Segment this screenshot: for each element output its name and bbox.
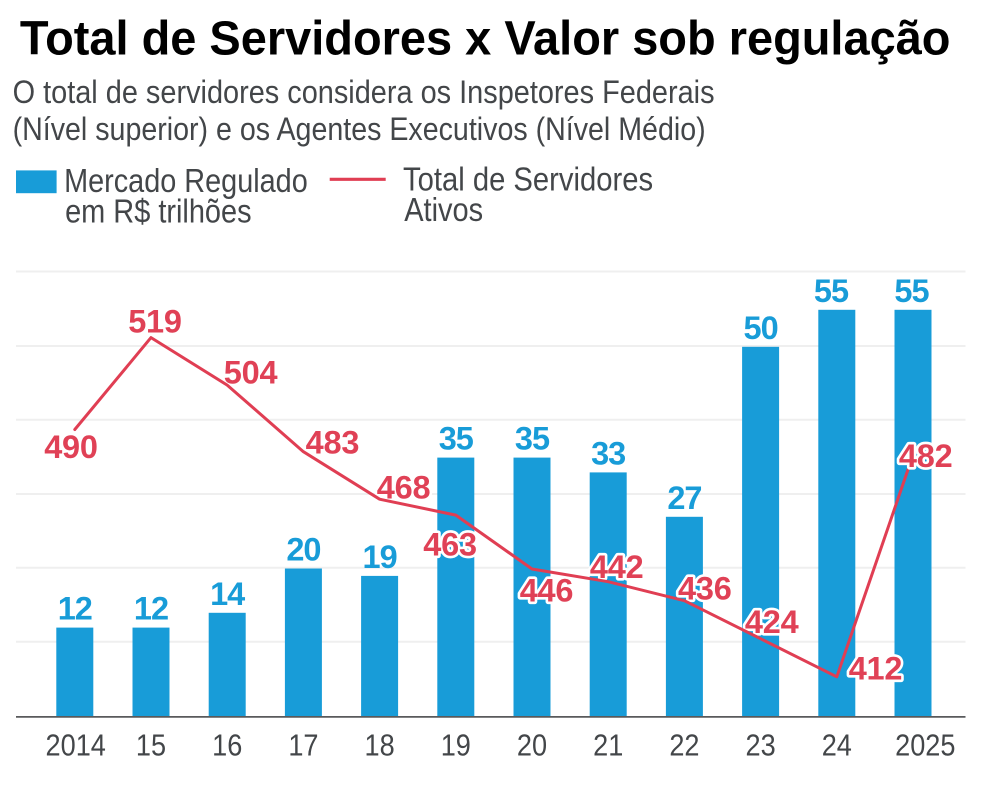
svg-text:em R$ trilhões: em R$ trilhões bbox=[65, 193, 251, 230]
svg-text:2014: 2014 bbox=[46, 729, 106, 763]
svg-text:442: 442 bbox=[590, 549, 644, 585]
svg-text:14: 14 bbox=[210, 576, 245, 612]
svg-text:19: 19 bbox=[363, 539, 397, 575]
svg-text:18: 18 bbox=[365, 729, 395, 763]
svg-text:20: 20 bbox=[286, 532, 320, 568]
svg-text:22: 22 bbox=[669, 729, 699, 763]
svg-text:482: 482 bbox=[899, 438, 953, 474]
svg-text:504: 504 bbox=[224, 355, 278, 391]
svg-text:33: 33 bbox=[591, 435, 625, 471]
svg-text:483: 483 bbox=[306, 425, 360, 461]
svg-text:Total de Servidores x Valor so: Total de Servidores x Valor sob regulaçã… bbox=[20, 12, 951, 66]
svg-text:21: 21 bbox=[593, 729, 623, 763]
svg-text:12: 12 bbox=[58, 591, 92, 627]
svg-text:O total de servidores consider: O total de servidores considera os Inspe… bbox=[13, 75, 715, 111]
svg-text:(Nível superior) e os Agentes: (Nível superior) e os Agentes Executivos… bbox=[13, 113, 706, 148]
svg-text:Total de Servidores: Total de Servidores bbox=[403, 161, 653, 198]
svg-text:463: 463 bbox=[423, 526, 477, 562]
svg-text:490: 490 bbox=[44, 429, 98, 465]
svg-text:55: 55 bbox=[894, 273, 929, 309]
svg-text:412: 412 bbox=[849, 650, 903, 686]
svg-text:17: 17 bbox=[288, 729, 318, 763]
svg-text:55: 55 bbox=[814, 273, 849, 309]
svg-text:35: 35 bbox=[515, 421, 550, 457]
svg-text:19: 19 bbox=[441, 729, 471, 763]
svg-text:12: 12 bbox=[134, 591, 168, 627]
svg-text:35: 35 bbox=[439, 421, 474, 457]
svg-text:15: 15 bbox=[136, 729, 166, 763]
svg-text:24: 24 bbox=[822, 729, 852, 763]
svg-text:Mercado Regulado: Mercado Regulado bbox=[64, 162, 308, 199]
svg-text:2025: 2025 bbox=[895, 729, 955, 763]
svg-text:Ativos: Ativos bbox=[404, 191, 483, 228]
svg-text:16: 16 bbox=[212, 729, 242, 763]
svg-text:519: 519 bbox=[128, 304, 182, 340]
svg-text:23: 23 bbox=[746, 729, 776, 763]
svg-text:27: 27 bbox=[667, 480, 701, 516]
svg-text:50: 50 bbox=[744, 310, 778, 346]
svg-text:446: 446 bbox=[520, 573, 574, 609]
svg-text:20: 20 bbox=[517, 729, 547, 763]
